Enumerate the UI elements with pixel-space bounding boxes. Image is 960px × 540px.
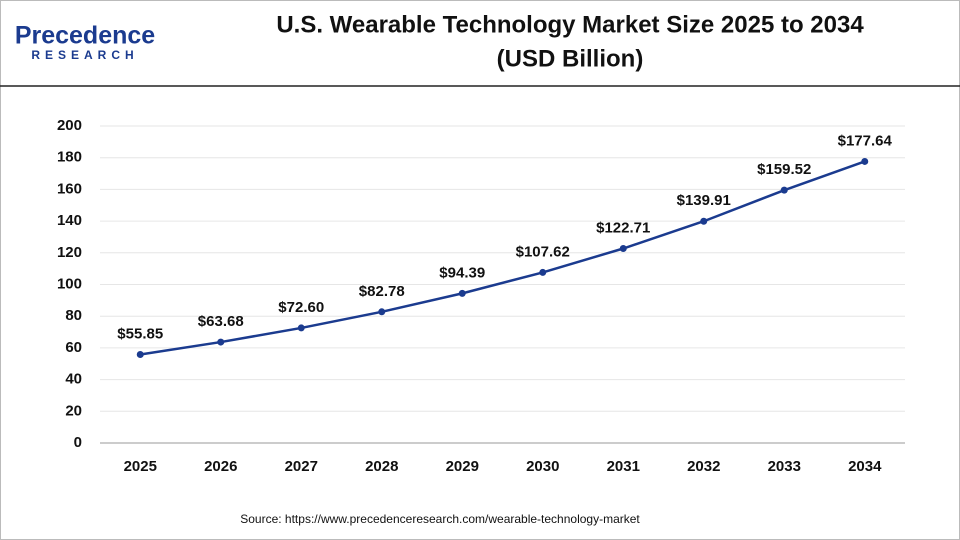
data-label: $159.52: [757, 161, 811, 178]
x-tick-label: 2031: [607, 458, 640, 475]
y-tick-label: 20: [65, 402, 82, 419]
x-tick-label: 2030: [526, 458, 559, 475]
line: [140, 160, 866, 356]
marker: [539, 268, 547, 276]
marker: [136, 350, 144, 358]
x-tick-label: 2026: [204, 458, 237, 475]
data-label: $122.71: [596, 219, 650, 236]
marker: [861, 157, 869, 165]
data-label: $177.64: [838, 132, 893, 149]
x-tick-label: 2027: [285, 458, 318, 475]
marker: [297, 324, 305, 332]
logo-tagline: RESEARCH: [31, 48, 138, 62]
marker: [619, 245, 627, 253]
chart-title: U.S. Wearable Technology Market Size 202…: [276, 11, 864, 38]
marker: [217, 338, 225, 346]
logo-name: Precedence: [15, 22, 155, 50]
x-tick-label: 2032: [687, 458, 720, 475]
y-tick-label: 140: [57, 212, 82, 229]
y-tick-label: 40: [65, 371, 82, 388]
y-tick-label: 120: [57, 244, 82, 261]
data-label: $82.78: [359, 283, 405, 300]
data-label: $55.85: [117, 325, 163, 342]
x-tick-label: 2028: [365, 458, 398, 475]
x-tick-label: 2029: [446, 458, 479, 475]
marker: [458, 289, 466, 297]
y-tick-label: 0: [74, 434, 82, 451]
chart-subtitle: (USD Billion): [497, 45, 644, 72]
y-tick-label: 160: [57, 180, 82, 197]
data-label: $72.60: [278, 299, 324, 316]
marker: [780, 186, 788, 194]
x-tick-label: 2033: [768, 458, 801, 475]
data-label: $63.68: [198, 313, 244, 330]
x-tick-label: 2025: [124, 458, 157, 475]
data-label: $139.91: [677, 192, 731, 209]
source-note: Source: https://www.precedenceresearch.c…: [240, 512, 640, 526]
x-tick-label: 2034: [848, 458, 882, 475]
y-tick-label: 60: [65, 339, 82, 356]
marker: [378, 308, 386, 316]
y-tick-label: 180: [57, 149, 82, 166]
y-tick-label: 100: [57, 275, 82, 292]
marker: [700, 217, 708, 225]
data-label: $107.62: [516, 243, 570, 260]
data-label: $94.39: [439, 264, 485, 281]
y-tick-label: 200: [57, 117, 82, 134]
y-tick-label: 80: [65, 307, 82, 324]
